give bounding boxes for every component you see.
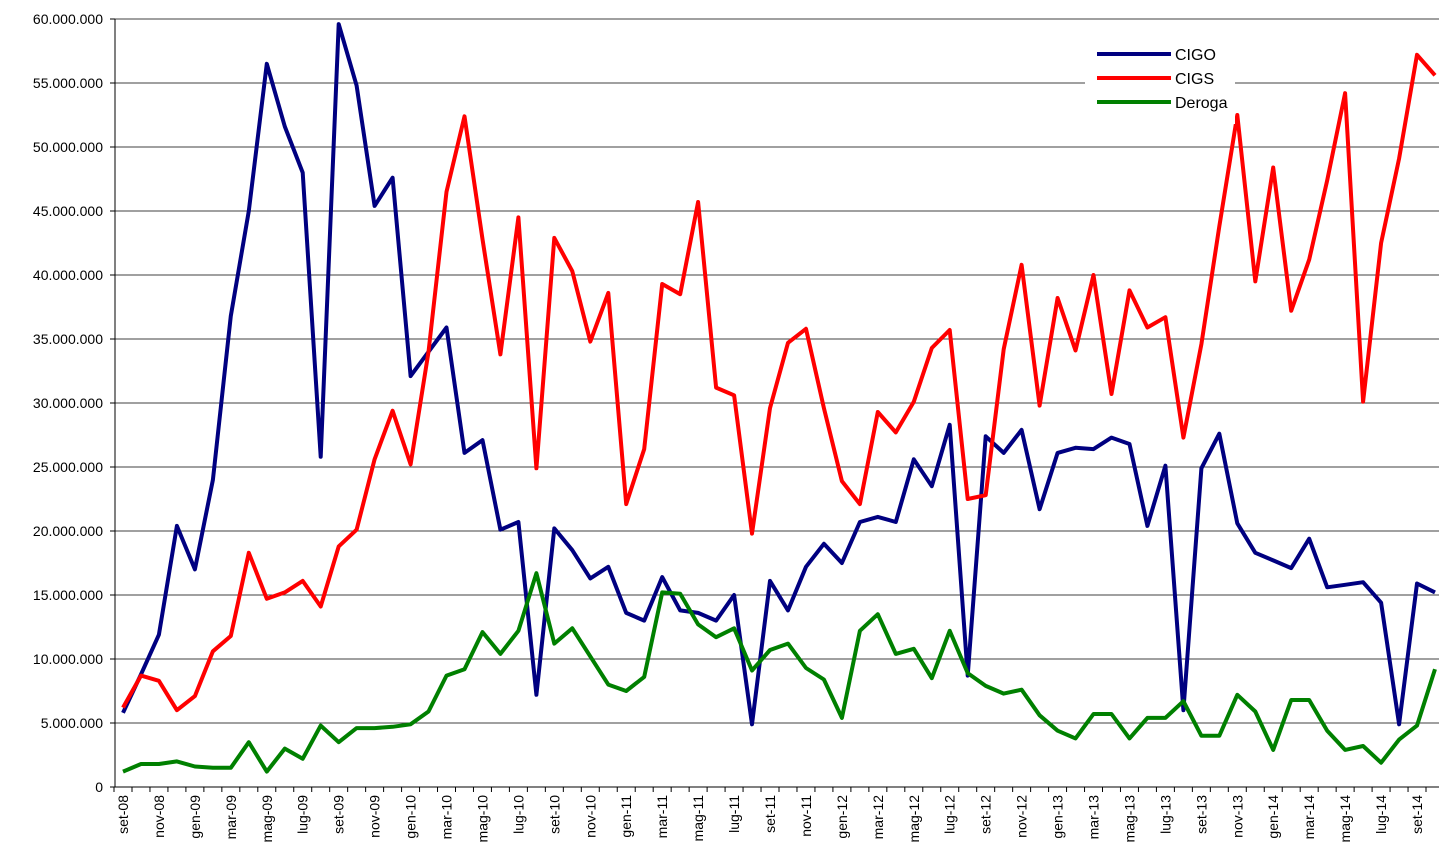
x-tick-label: lug-11 (726, 795, 742, 833)
x-tick-label: mar-11 (654, 795, 670, 839)
x-tick-label: gen-13 (1050, 795, 1066, 839)
x-tick-label: lug-10 (510, 795, 526, 834)
x-tick-label: nov-09 (367, 795, 383, 838)
x-tick-label: set-12 (978, 795, 994, 834)
line-series (122, 571, 1437, 774)
y-tick-label: 45.000.000 (33, 203, 103, 219)
y-tick-label: 55.000.000 (33, 75, 103, 91)
line-series (121, 22, 1436, 727)
x-tick-label: mar-13 (1086, 795, 1102, 840)
x-tick-label: set-11 (762, 795, 778, 833)
x-tick-label: gen-11 (618, 795, 634, 838)
x-tick-label: mag-13 (1121, 795, 1137, 843)
legend-label: Deroga (1175, 95, 1228, 112)
x-tick-label: set-09 (331, 795, 347, 834)
y-tick-label: 15.000.000 (33, 587, 103, 603)
x-tick-label: nov-10 (582, 795, 598, 838)
x-tick-label: mag-12 (906, 795, 922, 843)
x-tick-label: mar-14 (1301, 795, 1317, 840)
x-tick-label: gen-10 (403, 795, 419, 839)
line-series (121, 52, 1437, 713)
y-tick-label: 25.000.000 (33, 459, 103, 475)
x-tick-label: gen-09 (187, 795, 203, 839)
y-tick-label: 35.000.000 (33, 331, 103, 347)
x-tick-label: set-13 (1193, 795, 1209, 834)
y-tick-label: 40.000.000 (33, 267, 103, 283)
y-tick-label: 30.000.000 (33, 395, 103, 411)
x-tick-label: mag-09 (259, 795, 275, 843)
x-tick-label: lug-12 (942, 795, 958, 834)
y-tick-label: 10.000.000 (33, 651, 103, 667)
x-tick-label: set-08 (115, 795, 131, 834)
y-tick-label: 5.000.000 (41, 715, 103, 731)
x-tick-label: gen-12 (834, 795, 850, 839)
x-tick-label: mag-11 (690, 795, 706, 842)
legend: CIGO CIGS Deroga (1085, 38, 1235, 124)
x-tick-label: mag-14 (1337, 795, 1353, 843)
x-tick-label: gen-14 (1265, 795, 1281, 839)
x-tick-label: lug-14 (1373, 795, 1389, 834)
y-tick-label: 20.000.000 (33, 523, 103, 539)
x-tick-label: nov-08 (151, 795, 167, 838)
x-tick-label: mar-12 (870, 795, 886, 840)
y-tick-label: 0 (95, 779, 103, 795)
x-tick-label: nov-13 (1229, 795, 1245, 838)
legend-label: CIGS (1175, 71, 1214, 88)
x-tick-label: lug-13 (1157, 795, 1173, 834)
y-tick-label: 60.000.000 (33, 11, 103, 27)
legend-label: CIGO (1175, 47, 1216, 64)
y-tick-label: 50.000.000 (33, 139, 103, 155)
x-tick-label: mar-10 (439, 795, 455, 840)
x-tick-label: mag-10 (474, 795, 490, 843)
x-tick-label: nov-12 (1014, 795, 1030, 838)
x-tick-label: set-10 (546, 795, 562, 834)
x-tick-label: lug-09 (295, 795, 311, 834)
x-tick-label: set-14 (1409, 795, 1425, 834)
x-tick-label: mar-09 (223, 795, 239, 840)
x-tick-label: nov-11 (798, 795, 814, 837)
